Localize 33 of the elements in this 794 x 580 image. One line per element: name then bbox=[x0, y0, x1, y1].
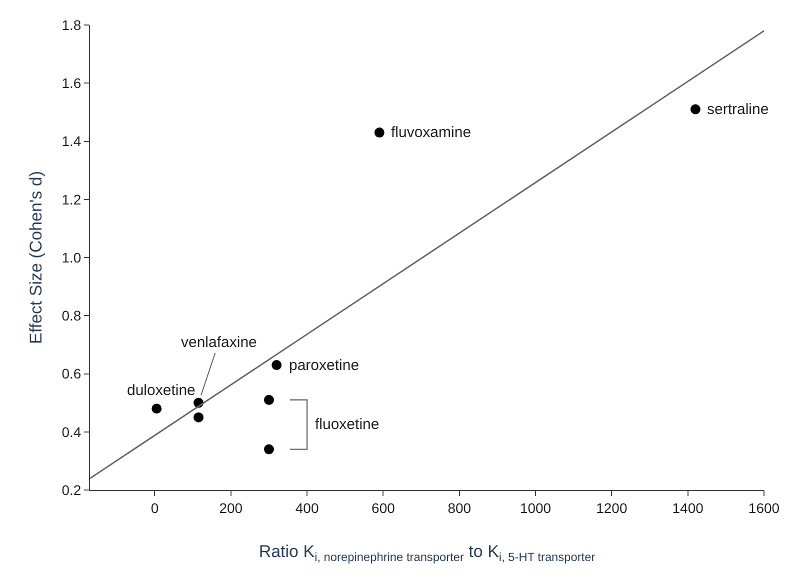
y-tick-label: 0.6 bbox=[62, 366, 82, 382]
point bbox=[272, 360, 282, 370]
point bbox=[374, 128, 384, 138]
point bbox=[264, 394, 274, 405]
annotation: fluoxetine bbox=[315, 416, 380, 433]
y-tick-label: 1.8 bbox=[62, 16, 82, 33]
annotation: paroxetine bbox=[289, 357, 360, 374]
x-tick-label: 1400 bbox=[672, 500, 704, 516]
y-axis-title: Effect Size (Cohen's d) bbox=[26, 170, 46, 344]
x-tick-label: 1600 bbox=[748, 500, 780, 516]
point bbox=[152, 404, 162, 414]
point bbox=[194, 412, 204, 422]
x-tick-label: 600 bbox=[372, 500, 396, 516]
x-axis-title: Ratio K$_{i, norepinephrine transporter}$ to K$_{i, 5-HT transporter}$ bbox=[258, 542, 596, 564]
x-tick-label: 400 bbox=[295, 500, 319, 516]
point bbox=[690, 104, 700, 114]
y-tick-label: 0.2 bbox=[62, 482, 82, 498]
y-tick-label: 1.0 bbox=[62, 249, 82, 266]
annotation: venlafaxine bbox=[181, 334, 257, 351]
y-tick-label: 1.2 bbox=[62, 191, 82, 208]
y-tick-label: 0.4 bbox=[62, 424, 82, 440]
y-tick-label: 0.8 bbox=[62, 308, 82, 324]
y-tick-label: 1.6 bbox=[62, 75, 82, 92]
point bbox=[264, 444, 274, 454]
x-tick-label: 800 bbox=[448, 500, 472, 516]
annotation: duloxetine bbox=[127, 382, 196, 399]
x-tick-label: 200 bbox=[219, 500, 243, 516]
x-tick-label: 0 bbox=[150, 500, 159, 516]
annotation: sertraline bbox=[707, 101, 769, 118]
annotation: fluvoxamine bbox=[391, 124, 472, 141]
y-tick-label: 1.4 bbox=[62, 133, 82, 150]
x-tick-label: 1200 bbox=[596, 500, 628, 516]
x-tick-label: 1000 bbox=[520, 500, 552, 516]
